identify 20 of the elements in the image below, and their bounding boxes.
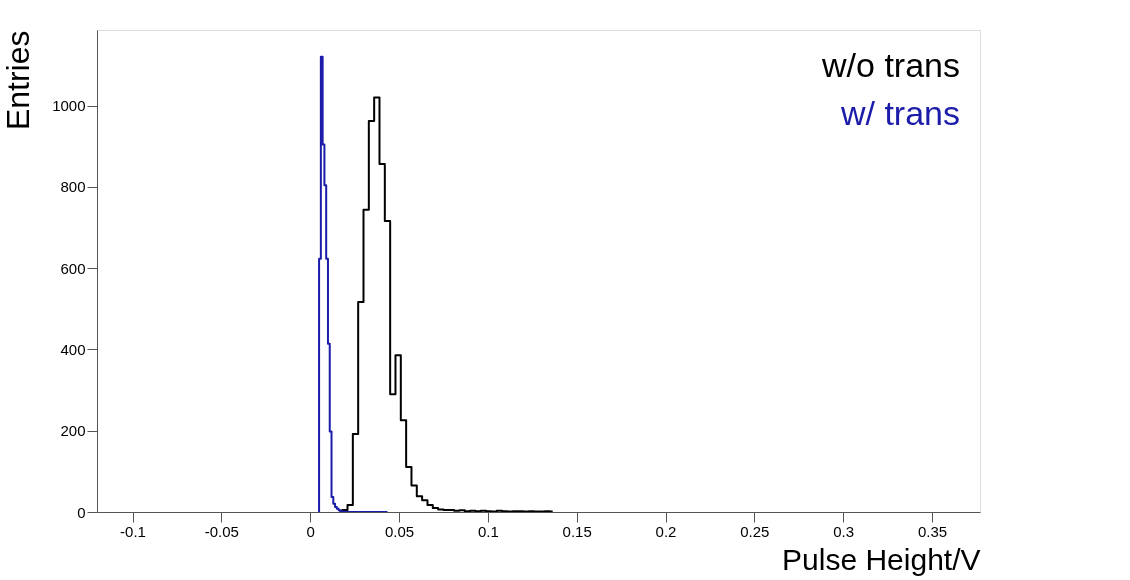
x-tick-label: -0.05 xyxy=(204,522,239,540)
y-tick-label: 200 xyxy=(60,422,86,440)
text: w/o trans xyxy=(821,46,960,84)
text: w/ trans xyxy=(839,94,960,132)
x-axis-title: Pulse Height/V xyxy=(782,542,981,576)
x-tick-label: 0.1 xyxy=(477,522,499,540)
y-axis-title: Entries xyxy=(0,30,37,131)
x-tick-label: 0.15 xyxy=(562,522,592,540)
x-tick-label: 0.05 xyxy=(384,522,415,540)
x-tick-label: 0 xyxy=(306,522,315,540)
y-tick-label: 400 xyxy=(60,340,86,358)
x-tick-label: -0.1 xyxy=(120,522,146,540)
y-tick-label: 600 xyxy=(60,259,86,277)
y-tick-label: 0 xyxy=(77,503,86,521)
x-tick-label: 0.2 xyxy=(655,522,677,540)
x-tick-label: 0.3 xyxy=(833,522,855,540)
y-tick-label: 800 xyxy=(60,178,86,196)
y-tick-label: 1000 xyxy=(52,97,86,115)
x-tick-label: 0.25 xyxy=(740,522,770,540)
x-tick-label: 0.35 xyxy=(917,522,948,540)
